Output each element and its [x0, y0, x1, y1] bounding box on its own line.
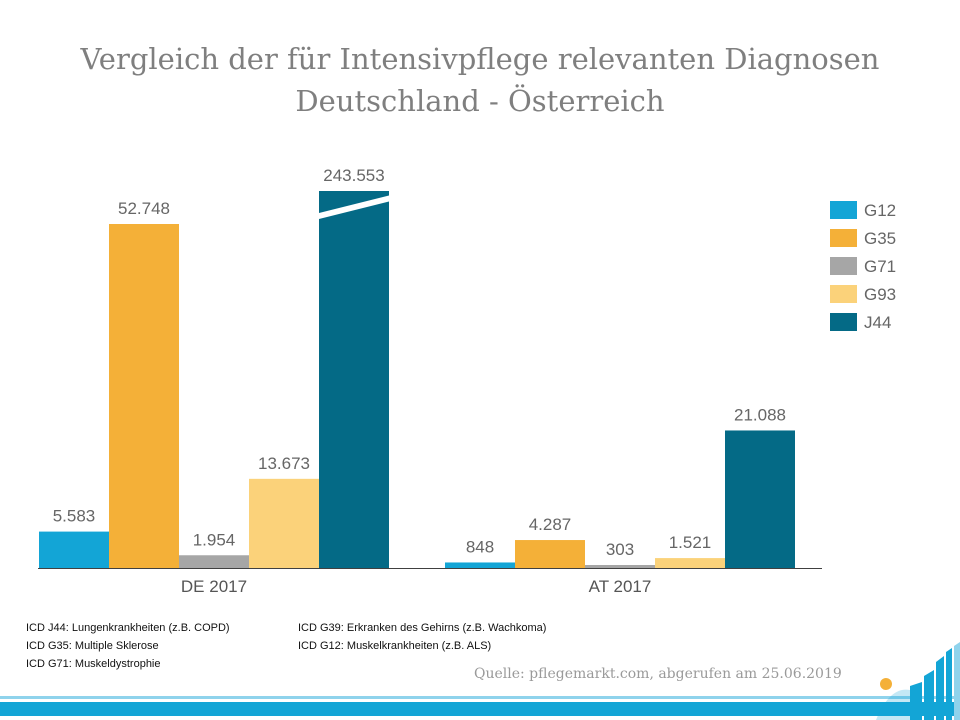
icd-note: ICD G71: Muskeldystrophie	[26, 658, 161, 670]
source-note: Quelle: pflegemarkt.com, abgerufen am 25…	[474, 666, 842, 682]
value-label: 243.553	[323, 166, 384, 185]
icd-notes-left: ICD J44: Lungenkrankheiten (z.B. COPD) I…	[26, 619, 230, 673]
value-label: 52.748	[118, 199, 170, 218]
category-label: DE 2017	[181, 577, 247, 596]
legend-label: G93	[864, 285, 896, 304]
footer-band	[0, 696, 960, 716]
chart-title: Vergleich der für Intensivpflege relevan…	[0, 38, 960, 122]
legend-swatch-j44	[830, 313, 857, 331]
value-label: 848	[466, 537, 494, 556]
category-label: AT 2017	[589, 577, 652, 596]
legend-label: G35	[864, 229, 896, 248]
value-label: 5.583	[53, 507, 96, 526]
legend-swatch-g71	[830, 257, 857, 275]
icd-note: ICD G35: Multiple Sklerose	[26, 640, 159, 652]
legend-label: G71	[864, 257, 896, 276]
icd-note: ICD J44: Lungenkrankheiten (z.B. COPD)	[26, 622, 230, 634]
bar-g71-de	[179, 555, 249, 568]
bar-j44-de	[319, 191, 389, 568]
legend-swatch-g35	[830, 229, 857, 247]
icd-notes-right: ICD G39: Erkranken des Gehirns (z.B. Wac…	[298, 619, 546, 655]
legend-swatch-g12	[830, 201, 857, 219]
bar-g93-at	[655, 558, 725, 568]
legend-label: G12	[864, 201, 896, 220]
value-label: 4.287	[529, 515, 572, 534]
bar-g35-at	[515, 540, 585, 568]
title-line-2: Deutschland - Österreich	[295, 84, 665, 118]
value-label: 13.673	[258, 454, 310, 473]
legend-label: J44	[864, 313, 891, 332]
bar-g71-at	[585, 565, 655, 568]
bar-j44-at	[725, 430, 795, 568]
title-line-1: Vergleich der für Intensivpflege relevan…	[80, 42, 880, 76]
icd-note: ICD G39: Erkranken des Gehirns (z.B. Wac…	[298, 622, 547, 634]
value-label: 303	[606, 540, 634, 559]
bar-chart: 5.583 52.748 1.954 13.673 243.553 DE 2017 848 4…	[38, 166, 896, 596]
axis-break-mark	[311, 193, 399, 221]
value-label: 1.954	[193, 530, 236, 549]
value-label: 1.521	[669, 533, 712, 552]
pflegemarkt-logo	[876, 642, 960, 720]
legend-swatch-g93	[830, 285, 857, 303]
bar-g12-de	[39, 531, 109, 568]
icd-note: ICD G12: Muskelkrankheiten (z.B. ALS)	[298, 640, 492, 652]
bar-g35-de	[109, 224, 179, 568]
value-label: 21.088	[734, 405, 786, 424]
bar-g93-de	[249, 478, 319, 568]
bar-g12-at	[445, 562, 515, 568]
